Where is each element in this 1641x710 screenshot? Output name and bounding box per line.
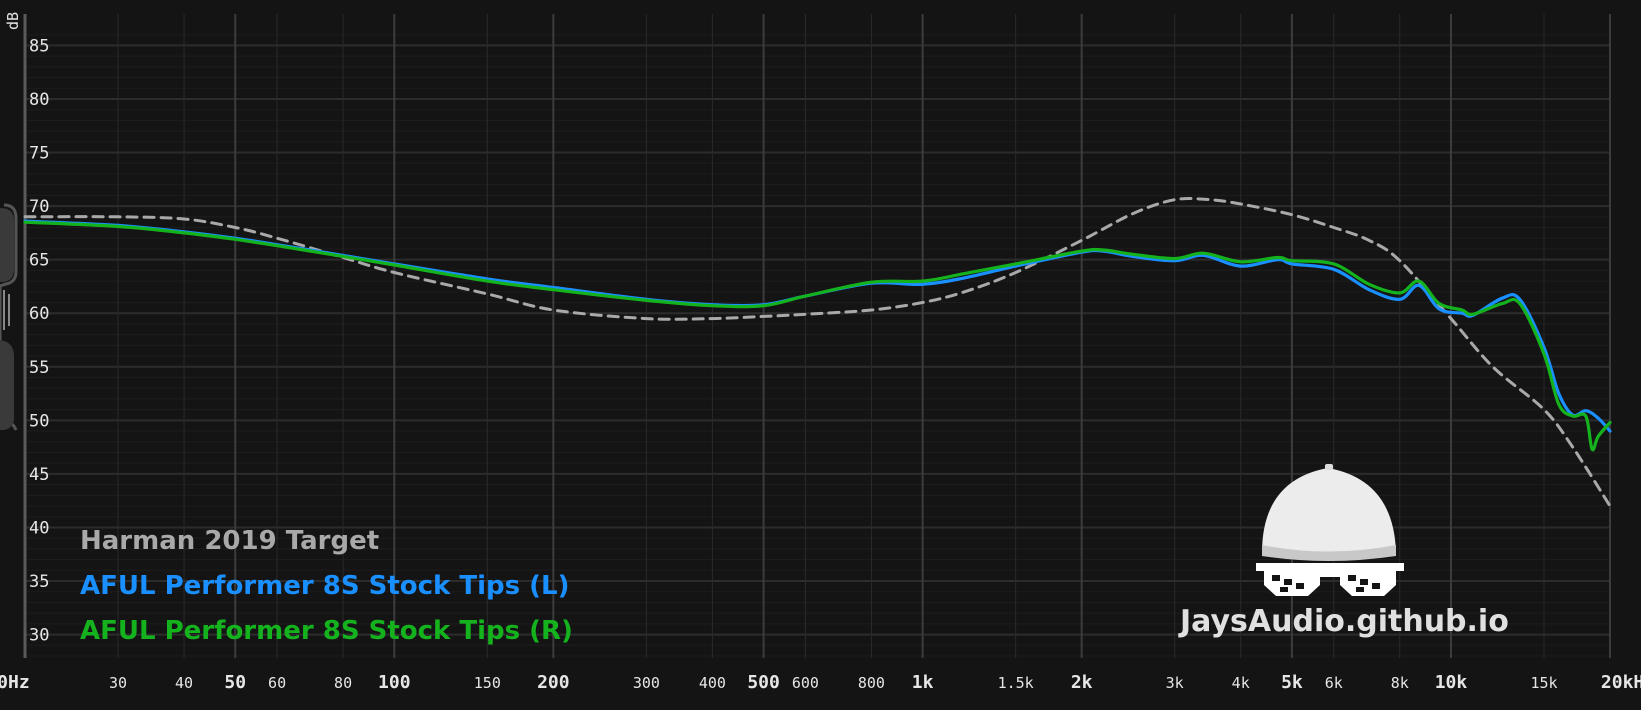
x-tick-label: 50 [224, 672, 246, 693]
grid [23, 14, 1611, 658]
x-tick-label: 15k [1530, 674, 1557, 692]
x-tick-label: 20kHz [1601, 672, 1641, 693]
y-tick-label: 55 [29, 358, 49, 378]
x-tick-label: 100 [378, 672, 411, 693]
x-tick-label: 80 [334, 674, 352, 692]
series-lines [23, 197, 1612, 508]
watermark-text: JaysAudio.github.io [1180, 604, 1509, 639]
y-tick-label: 85 [29, 36, 49, 56]
y-tick-label: 40 [29, 518, 49, 538]
series-line-aful-performer-8s-stock-tips-r [23, 220, 1612, 452]
y-tick-label: 30 [29, 626, 49, 646]
x-tick-label: 150 [474, 674, 501, 692]
x-tick-label: 40 [175, 674, 193, 692]
y-axis-label: dB [4, 12, 22, 30]
y-tick-label: 80 [29, 90, 49, 110]
x-tick-labels: 20Hz 30 40 50 60 80 100 150 200 300 400 500 600 800 1k… [0, 672, 1641, 693]
x-tick-label: 60 [268, 674, 286, 692]
x-tick-label: 30 [109, 674, 127, 692]
cap-and-pixel-sunglasses-icon [1256, 464, 1404, 596]
x-tick-label: 4k [1232, 674, 1250, 692]
legend: Harman 2019 Target AFUL Performer 8S Sto… [80, 526, 573, 646]
series-line-harman-2019-target [23, 197, 1612, 508]
x-tick-label: 200 [537, 672, 570, 693]
x-tick-label: 8k [1391, 674, 1409, 692]
x-tick-label: 600 [792, 674, 819, 692]
y-scale-slider-handle[interactable] [0, 203, 18, 431]
y-tick-label: 65 [29, 251, 49, 271]
legend-entry: AFUL Performer 8S Stock Tips (L) [80, 571, 569, 601]
x-tick-label: 20Hz [0, 672, 30, 693]
y-tick-label: 50 [29, 411, 49, 431]
x-tick-label: 800 [858, 674, 885, 692]
y-tick-labels: 30 35 40 45 50 55 60 65 70 75 80 85 [29, 36, 49, 645]
x-tick-label: 10k [1435, 672, 1468, 693]
legend-entry: Harman 2019 Target [80, 526, 379, 556]
y-tick-label: 60 [29, 304, 49, 324]
x-tick-label: 500 [747, 672, 780, 693]
x-tick-label: 300 [633, 674, 660, 692]
y-tick-label: 75 [29, 144, 49, 164]
y-tick-label: 45 [29, 465, 49, 485]
x-tick-label: 2k [1071, 672, 1093, 693]
x-tick-label: 1.5k [998, 674, 1034, 692]
x-tick-label: 1k [912, 672, 934, 693]
legend-entry: AFUL Performer 8S Stock Tips (R) [80, 616, 573, 646]
y-tick-label: 70 [29, 197, 49, 217]
x-tick-label: 3k [1166, 674, 1184, 692]
x-tick-label: 400 [699, 674, 726, 692]
y-tick-label: 35 [29, 572, 49, 592]
x-tick-label: 6k [1325, 674, 1343, 692]
x-tick-label: 5k [1281, 672, 1303, 693]
